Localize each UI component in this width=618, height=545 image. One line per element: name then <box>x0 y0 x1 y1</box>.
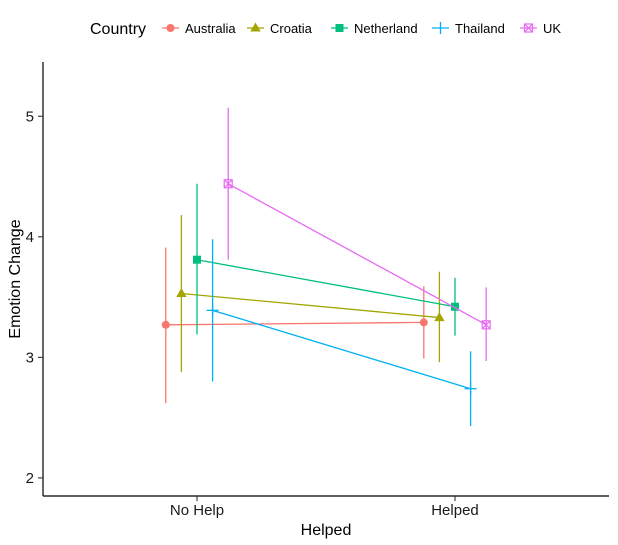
axes: 2 3 4 5 No Help Helped <box>26 62 609 519</box>
series-netherland <box>193 183 459 336</box>
data-point <box>193 255 201 264</box>
x-tick-label: No Help <box>170 502 224 519</box>
series-australia <box>161 247 428 404</box>
series-line <box>165 321 424 326</box>
legend-item-australia: Australia <box>162 21 236 36</box>
legend-title: Country <box>90 21 146 38</box>
legend-item-netherland: Netherland <box>331 21 418 36</box>
y-axis-title: Emotion Change <box>7 219 24 338</box>
legend-item-uk: UK <box>520 21 561 36</box>
x-axis-title: Helped <box>301 522 352 539</box>
series-line <box>227 183 487 326</box>
series-croatia <box>176 215 445 372</box>
data-point <box>481 320 491 330</box>
legend-item-thailand: Thailand <box>432 21 505 36</box>
legend-item-croatia: Croatia <box>247 21 313 36</box>
legend-label: Croatia <box>270 21 313 36</box>
x-tick-label: Helped <box>431 502 479 519</box>
legend-label: Netherland <box>354 21 418 36</box>
data-point <box>161 320 170 329</box>
y-tick-label: 3 <box>26 349 34 366</box>
y-tick-label: 4 <box>26 229 34 246</box>
legend-label: UK <box>543 21 561 36</box>
series-line <box>196 259 456 308</box>
data-point <box>464 382 477 395</box>
legend-label: Thailand <box>455 21 505 36</box>
data-point <box>223 179 233 189</box>
data-point <box>419 318 428 327</box>
series-uk <box>223 107 491 361</box>
y-tick-label: 5 <box>26 108 34 125</box>
legend-label: Australia <box>185 21 236 36</box>
y-tick-label: 2 <box>26 470 34 487</box>
plot-area <box>161 107 491 427</box>
legend-key <box>523 23 534 33</box>
data-point <box>206 304 219 317</box>
series-line <box>212 309 471 390</box>
series-line <box>181 292 440 319</box>
series-thailand <box>206 239 477 427</box>
data-point <box>176 287 187 297</box>
legend-key <box>335 24 344 32</box>
legend-key <box>166 24 175 32</box>
legend: Country Australia Croatia Netherland Thaila… <box>90 21 561 38</box>
data-point <box>451 302 459 311</box>
legend-key <box>250 22 261 32</box>
data-point <box>434 312 445 322</box>
